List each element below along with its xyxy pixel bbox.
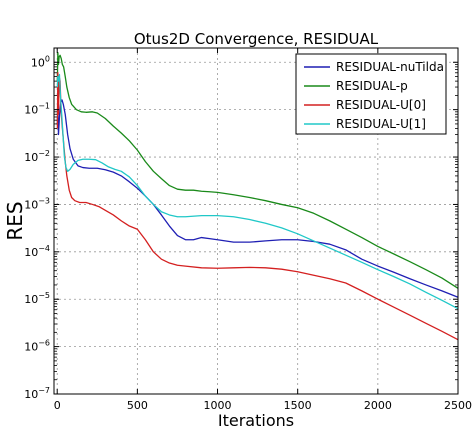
plot-frame bbox=[53, 47, 459, 395]
y-tick-label: 10−4 bbox=[24, 244, 50, 259]
x-axis-label: Iterations bbox=[218, 411, 294, 430]
x-tick-label: 500 bbox=[127, 399, 148, 412]
chart-title: Otus2D Convergence, RESIDUAL bbox=[134, 30, 379, 48]
x-tick-label: 1000 bbox=[204, 399, 232, 412]
axis-ticks: 0 500 1000 1500 2000 2500 10−7 10−6 10−5 10−4 10−3… bbox=[24, 47, 472, 412]
y-tick-label: 10−7 bbox=[24, 386, 50, 401]
legend-label: RESIDUAL-U[0] bbox=[336, 98, 426, 112]
series-lines bbox=[56, 51, 459, 341]
series-line-0 bbox=[56, 99, 459, 298]
x-tick-label: 2000 bbox=[364, 399, 392, 412]
legend-label: RESIDUAL-p bbox=[336, 79, 408, 93]
y-tick-label: 10−2 bbox=[24, 149, 50, 164]
legend: RESIDUAL-nuTilda RESIDUAL-p RESIDUAL-U[0] R… bbox=[295, 53, 447, 135]
y-tick-label: 10−6 bbox=[24, 339, 50, 354]
y-tick-label: 10−5 bbox=[24, 291, 50, 306]
y-tick-label: 10−1 bbox=[24, 102, 50, 117]
legend-label: RESIDUAL-nuTilda bbox=[336, 60, 444, 74]
y-tick-label: 100 bbox=[31, 54, 50, 69]
y-tick-label: 10−3 bbox=[24, 196, 50, 211]
legend-label: RESIDUAL-U[1] bbox=[336, 117, 426, 131]
x-tick-label: 0 bbox=[54, 399, 61, 412]
x-tick-label: 2500 bbox=[444, 399, 472, 412]
series-line-1 bbox=[56, 51, 459, 289]
series-line-3 bbox=[56, 73, 459, 310]
y-axis-label: RES bbox=[3, 201, 27, 240]
x-tick-label: 1500 bbox=[284, 399, 312, 412]
